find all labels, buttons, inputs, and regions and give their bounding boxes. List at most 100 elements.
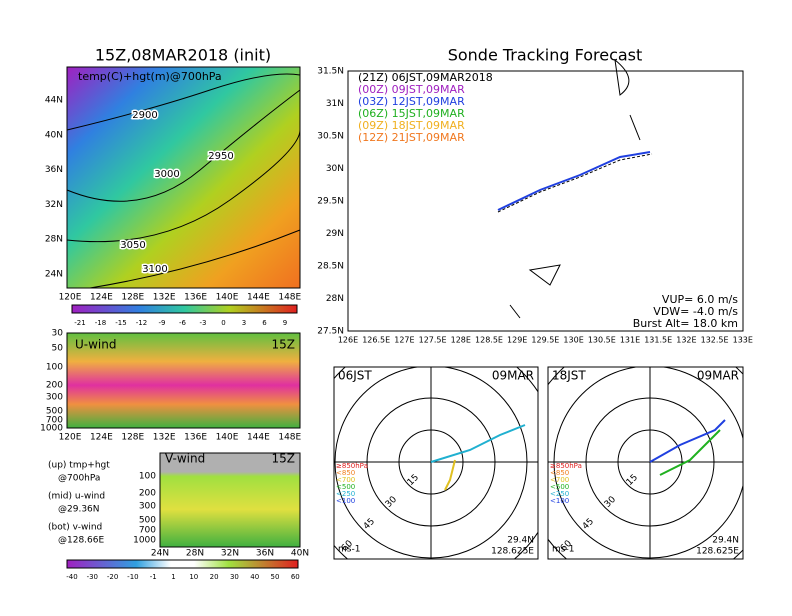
pressure-label: 300 [46,393,63,403]
lat-label: 28N [45,235,63,245]
lon-label: 129E [507,336,527,345]
colorbar-label: -21 [74,319,85,327]
pressure-label: 100 [139,472,156,482]
lat-label: 28N [326,294,344,304]
lon-label: 132E [153,293,176,303]
ring-label: 15 [625,473,640,488]
level-legend: ≥850hPa [336,462,368,470]
pressure-label: 500 [139,516,156,526]
pressure-label: 500 [46,407,63,417]
lon-label: 132E [153,433,176,443]
level-legend: <250 [336,490,355,498]
colorbar-label: -40 [66,573,77,581]
lat-label: 36N [256,549,274,559]
level-legend: <500 [550,483,569,491]
lat-label: 27.5N [317,327,344,337]
pressure-label: 700 [139,526,156,536]
lat-label: 31.5N [317,67,344,77]
lat-label: 29.5N [317,197,344,207]
legend-entry: (00Z) 09JST,09MAR [358,83,465,96]
contour-label: 2950 [208,151,233,162]
level-legend: <500 [336,483,355,491]
lat-label: 29N [326,229,344,239]
lat-label: 28.5N [317,262,344,272]
panel-time: 15Z [272,338,296,352]
level-legend: <850 [336,469,355,477]
track [497,151,651,211]
panel-label: V-wind [165,452,205,466]
polar-lon: 128.625E [491,547,534,557]
polar-time: 06JST [338,369,372,383]
colorbar-label: 20 [210,573,219,581]
polar-panel [547,366,744,560]
lat-label: 31N [326,99,344,109]
legend-entry: (21Z) 06JST,09MAR2018 [358,71,493,84]
note: (bot) v-wind [48,523,102,533]
contour-label: 3050 [120,240,145,251]
colorbar-label: 10 [189,573,198,581]
note: (up) tmp+hgt [48,461,110,471]
polar-time: 18JST [552,369,586,383]
lon-label: 133E [733,336,753,345]
lon-label: 128E [451,336,471,345]
lon-label: 124E [90,433,113,443]
colorbar-label: -12 [136,319,147,327]
polar-panel [333,366,539,560]
coastline [509,58,641,319]
pressure-label: 200 [139,489,156,499]
lon-label: 130.5E [588,336,616,345]
lat-label: 40N [45,130,63,140]
lon-label: 136E [184,293,207,303]
colorbar-label: -30 [87,573,98,581]
level-legend: <700 [550,476,569,484]
lon-label: 120E [59,293,82,303]
polar-lon: 128.625E [696,547,739,557]
colorbar-label: -3 [200,319,207,327]
level-legend: <100 [550,497,569,505]
pressure-label: 1000 [133,536,156,546]
colorbar-label: -1 [150,573,157,581]
panel-title: Sonde Tracking Forecast [448,46,643,65]
lon-label: 128E [121,433,144,443]
lat-label: 24N [45,270,63,280]
ring-label: 45 [581,517,596,532]
lon-label: 140E [216,293,239,303]
lon-label: 128E [121,293,144,303]
lon-label: 144E [247,293,270,303]
info: VDW= -4.0 m/s [653,305,738,318]
legend-entry: (09Z) 18JST,09MAR [358,119,465,132]
legend-entry: (06Z) 15JST,09MAR [358,107,465,120]
colorbar-label: -9 [159,319,166,327]
track-map [347,70,744,332]
lon-label: 144E [247,433,270,443]
panel-label: temp(C)+hgt(m)@700hPa [78,70,222,83]
lon-label: 140E [216,433,239,443]
lon-label: 132.5E [701,336,729,345]
lat-label: 24N [151,549,169,559]
colorbar-label: -15 [115,319,126,327]
colorbar-label: -20 [107,573,118,581]
v-wind-section [159,452,301,548]
ring-label: 45 [362,517,377,532]
lon-label: 148E [278,293,301,303]
pressure-label: 50 [52,344,64,354]
colorbar-label: -18 [95,319,106,327]
info: VUP= 6.0 m/s [662,293,738,306]
level-legend: <700 [336,476,355,484]
polar-date: 09MAR [697,369,739,383]
lon-label: 131E [620,336,640,345]
colorbar-label: -6 [179,319,187,327]
panel-time: 15Z [272,452,296,466]
colorbar-label: 9 [283,319,287,327]
polar-rings [548,367,743,559]
level-legend: <100 [336,497,355,505]
pressure-label: 700 [46,416,63,426]
u-wind-section [66,332,301,429]
polar-date: 09MAR [492,369,534,383]
colorbar-label: 40 [250,573,259,581]
polar-lat: 29.4N [507,536,534,546]
lon-label: 148E [278,433,301,443]
lon-label: 127.5E [419,336,447,345]
note: (mid) u-wind [48,492,105,502]
